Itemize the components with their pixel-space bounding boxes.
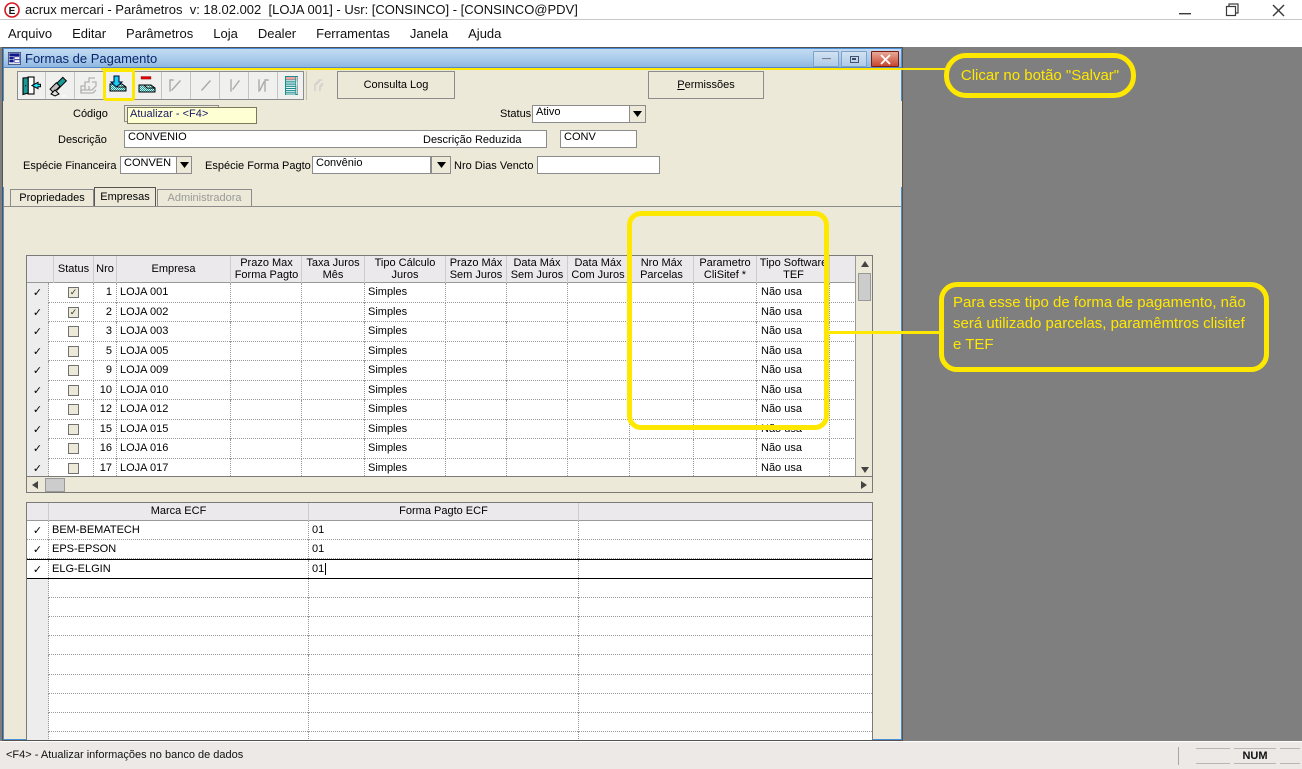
svg-text:E: E (9, 6, 16, 17)
